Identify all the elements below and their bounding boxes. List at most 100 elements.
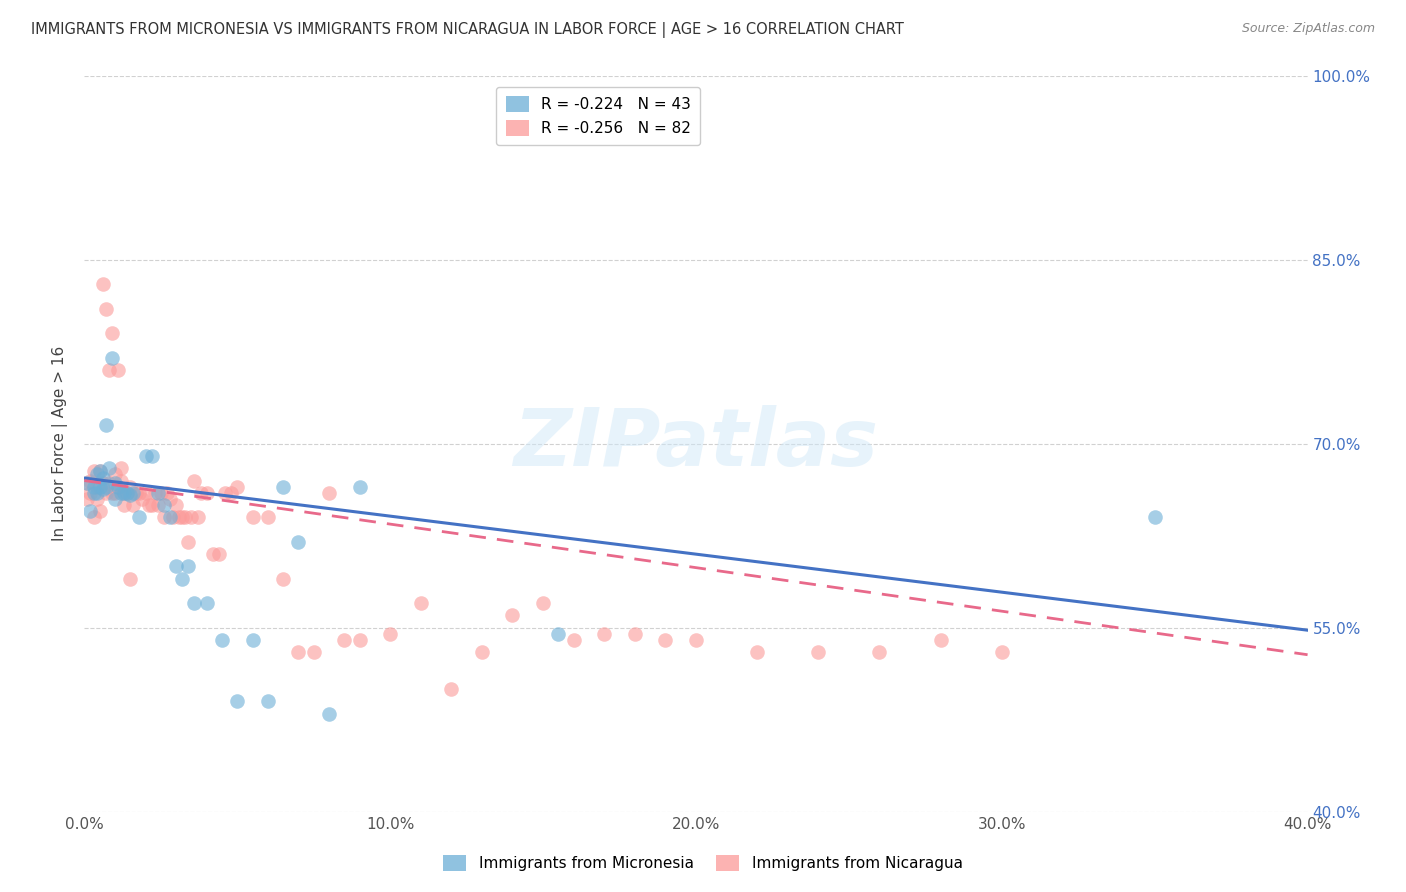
- Legend: R = -0.224   N = 43, R = -0.256   N = 82: R = -0.224 N = 43, R = -0.256 N = 82: [496, 87, 700, 145]
- Point: [172, 572, 194, 586]
- Point: [685, 633, 707, 648]
- Point: [79, 504, 101, 518]
- Point: [141, 449, 163, 463]
- Point: [135, 485, 157, 500]
- Point: [201, 547, 224, 561]
- Point: [502, 608, 524, 623]
- Point: [107, 480, 129, 494]
- Point: [112, 498, 135, 512]
- Point: [226, 694, 249, 708]
- Point: [122, 485, 145, 500]
- Point: [211, 633, 233, 648]
- Point: [79, 485, 101, 500]
- Point: [177, 559, 200, 574]
- Point: [333, 633, 356, 648]
- Point: [149, 485, 172, 500]
- Point: [593, 627, 616, 641]
- Point: [1143, 510, 1166, 524]
- Point: [807, 645, 830, 659]
- Point: [143, 485, 166, 500]
- Point: [91, 471, 114, 485]
- Point: [97, 461, 120, 475]
- Point: [76, 491, 98, 506]
- Point: [138, 498, 160, 512]
- Point: [242, 510, 264, 524]
- Point: [318, 485, 340, 500]
- Point: [91, 482, 114, 496]
- Point: [120, 480, 142, 494]
- Point: [159, 510, 181, 524]
- Point: [869, 645, 891, 659]
- Point: [141, 498, 163, 512]
- Point: [156, 485, 179, 500]
- Point: [257, 510, 280, 524]
- Point: [177, 534, 200, 549]
- Point: [380, 627, 402, 641]
- Point: [146, 485, 169, 500]
- Point: [183, 596, 205, 610]
- Point: [120, 488, 142, 502]
- Text: Source: ZipAtlas.com: Source: ZipAtlas.com: [1241, 22, 1375, 36]
- Legend: Immigrants from Micronesia, Immigrants from Nicaragua: Immigrants from Micronesia, Immigrants f…: [437, 849, 969, 877]
- Point: [101, 485, 124, 500]
- Point: [409, 596, 432, 610]
- Point: [186, 510, 208, 524]
- Point: [115, 485, 138, 500]
- Point: [86, 485, 108, 500]
- Point: [349, 480, 371, 494]
- Point: [153, 498, 176, 512]
- Point: [83, 480, 105, 494]
- Point: [128, 485, 150, 500]
- Point: [654, 633, 676, 648]
- Point: [89, 464, 111, 478]
- Point: [79, 474, 101, 488]
- Point: [172, 510, 194, 524]
- Point: [219, 485, 242, 500]
- Point: [107, 480, 129, 494]
- Point: [287, 534, 309, 549]
- Point: [97, 475, 120, 490]
- Point: [112, 485, 135, 500]
- Point: [471, 645, 494, 659]
- Point: [89, 464, 111, 478]
- Point: [91, 277, 114, 292]
- Point: [86, 480, 108, 494]
- Point: [107, 363, 129, 377]
- Point: [94, 301, 117, 316]
- Text: IMMIGRANTS FROM MICRONESIA VS IMMIGRANTS FROM NICARAGUA IN LABOR FORCE | AGE > 1: IMMIGRANTS FROM MICRONESIA VS IMMIGRANTS…: [31, 22, 904, 38]
- Point: [174, 510, 197, 524]
- Point: [76, 475, 98, 490]
- Point: [112, 485, 135, 500]
- Point: [146, 498, 169, 512]
- Point: [94, 418, 117, 433]
- Point: [76, 475, 98, 490]
- Point: [135, 449, 157, 463]
- Point: [271, 480, 294, 494]
- Point: [110, 461, 132, 475]
- Point: [83, 510, 105, 524]
- Point: [195, 485, 218, 500]
- Point: [104, 485, 127, 500]
- Point: [89, 480, 111, 494]
- Text: ZIPatlas: ZIPatlas: [513, 405, 879, 483]
- Point: [195, 596, 218, 610]
- Point: [287, 645, 309, 659]
- Point: [318, 706, 340, 721]
- Point: [86, 491, 108, 506]
- Y-axis label: In Labor Force | Age > 16: In Labor Force | Age > 16: [52, 346, 69, 541]
- Point: [94, 480, 117, 494]
- Point: [165, 559, 187, 574]
- Point: [120, 572, 142, 586]
- Point: [929, 633, 952, 648]
- Point: [190, 485, 212, 500]
- Point: [97, 363, 120, 377]
- Point: [349, 633, 371, 648]
- Point: [110, 485, 132, 500]
- Point: [83, 464, 105, 478]
- Point: [162, 510, 184, 524]
- Point: [183, 474, 205, 488]
- Point: [104, 491, 127, 506]
- Point: [101, 326, 124, 341]
- Point: [991, 645, 1014, 659]
- Point: [547, 627, 569, 641]
